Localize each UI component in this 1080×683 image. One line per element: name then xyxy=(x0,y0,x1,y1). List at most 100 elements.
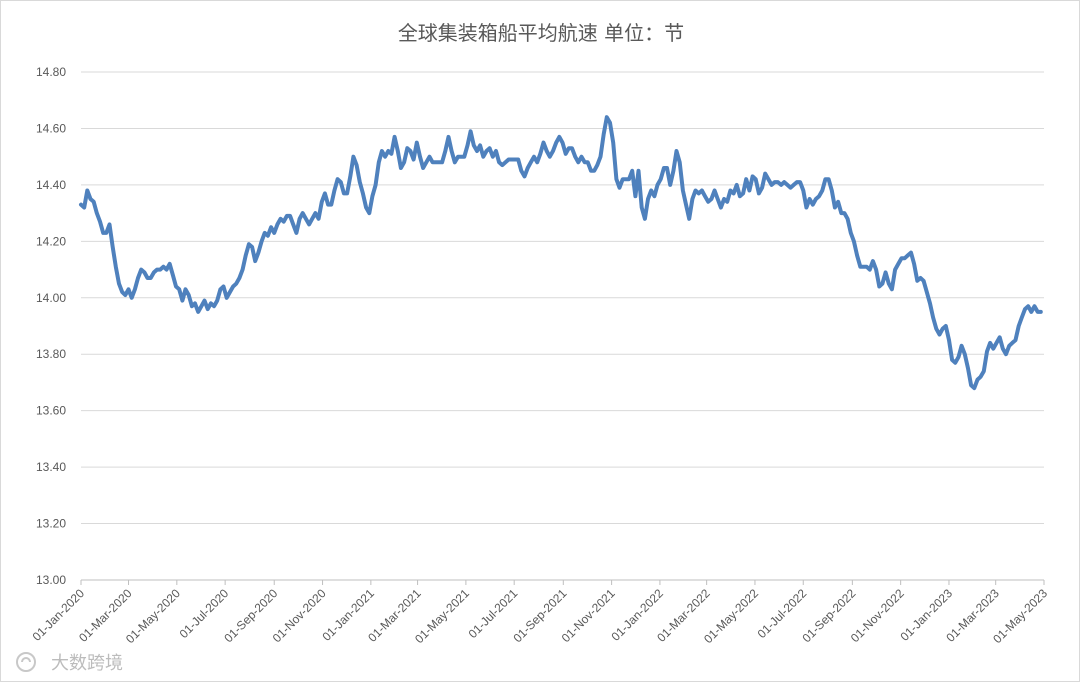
data-point xyxy=(181,299,184,302)
data-point xyxy=(479,144,481,147)
data-point xyxy=(378,161,380,164)
data-point xyxy=(983,370,985,373)
data-point xyxy=(473,144,475,147)
data-point xyxy=(764,172,766,175)
data-point xyxy=(935,328,938,330)
data-point xyxy=(330,203,333,206)
data-point xyxy=(238,277,241,279)
data-point xyxy=(416,141,418,144)
data-point xyxy=(1024,308,1026,310)
data-point xyxy=(314,212,317,214)
data-point xyxy=(590,170,592,172)
data-point xyxy=(783,181,785,183)
y-axis-ticks: 13.00 13.20 13.40 13.60 13.80 14.00 14.20 14.40… xyxy=(36,65,66,587)
data-point xyxy=(862,265,865,268)
data-point xyxy=(716,198,719,200)
data-point xyxy=(789,186,792,189)
data-point xyxy=(656,184,659,186)
data-point xyxy=(165,268,168,271)
data-point xyxy=(644,218,646,220)
data-point xyxy=(254,260,256,262)
data-point xyxy=(153,271,155,274)
data-point xyxy=(222,285,225,288)
data-point xyxy=(175,285,177,288)
data-point xyxy=(1005,353,1007,356)
data-point xyxy=(926,291,928,293)
data-point xyxy=(821,189,824,192)
data-point xyxy=(713,189,716,192)
data-point xyxy=(568,147,570,149)
data-point xyxy=(178,288,180,291)
data-point xyxy=(726,201,728,203)
data-point xyxy=(232,285,234,288)
y-tick-label: 13.00 xyxy=(36,573,66,587)
data-point xyxy=(748,189,751,192)
y-tick-label: 14.80 xyxy=(36,65,66,79)
data-point xyxy=(545,150,548,152)
data-point xyxy=(853,240,855,243)
data-point xyxy=(815,198,817,200)
data-point xyxy=(792,184,795,186)
data-point xyxy=(390,153,393,155)
data-point xyxy=(979,376,982,378)
data-point xyxy=(419,155,421,158)
data-point xyxy=(580,155,583,158)
gridlines xyxy=(81,71,1044,525)
data-point xyxy=(903,257,906,260)
data-point xyxy=(653,195,656,197)
data-point xyxy=(948,339,950,341)
data-point xyxy=(172,274,174,277)
data-point xyxy=(203,299,206,302)
data-point xyxy=(913,263,915,265)
data-point xyxy=(561,141,564,144)
data-point xyxy=(466,144,469,147)
data-point xyxy=(751,175,754,178)
data-point xyxy=(812,203,814,206)
data-point xyxy=(83,206,85,209)
data-point xyxy=(463,155,466,158)
data-point xyxy=(428,155,431,158)
data-point xyxy=(197,311,199,313)
data-point xyxy=(143,271,146,274)
data-point xyxy=(507,158,510,161)
data-point xyxy=(831,189,833,192)
data-point xyxy=(745,178,747,180)
data-point xyxy=(99,220,101,223)
data-point xyxy=(770,184,773,186)
data-point xyxy=(194,302,196,305)
data-point xyxy=(824,178,827,180)
data-point xyxy=(225,297,228,299)
data-point xyxy=(425,161,428,164)
data-point xyxy=(533,155,535,158)
data-point xyxy=(754,178,757,180)
data-point xyxy=(796,181,798,183)
data-point xyxy=(938,333,941,336)
data-point xyxy=(89,198,92,200)
data-point xyxy=(387,150,390,152)
data-point xyxy=(501,164,504,166)
data-point xyxy=(105,232,108,234)
data-point xyxy=(457,155,459,158)
data-point xyxy=(1002,347,1004,350)
data-point xyxy=(951,359,953,361)
swirl-logo-icon xyxy=(16,652,36,672)
data-point xyxy=(773,181,776,183)
data-point xyxy=(998,336,1001,339)
data-point xyxy=(308,223,310,226)
data-point xyxy=(758,192,760,195)
data-point xyxy=(248,243,250,245)
data-point xyxy=(359,181,361,183)
data-point xyxy=(682,189,684,192)
data-point xyxy=(878,285,881,288)
data-point xyxy=(444,150,447,152)
data-point xyxy=(1033,305,1036,308)
data-point xyxy=(422,167,424,169)
data-point xyxy=(137,277,139,279)
data-point xyxy=(241,268,244,271)
data-point xyxy=(523,175,526,178)
data-point xyxy=(86,189,89,192)
data-point xyxy=(298,218,301,220)
data-point xyxy=(932,316,934,319)
data-point xyxy=(583,161,586,164)
